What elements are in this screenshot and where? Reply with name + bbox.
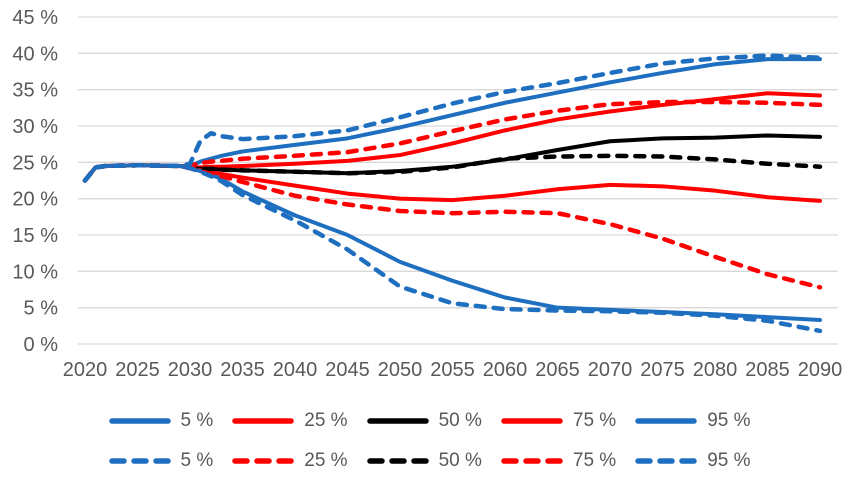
- legend-item-solid-25%: 25 %: [231, 410, 348, 432]
- y-tick-label: 45 %: [12, 7, 58, 29]
- legend-item-dashed-25%: 25 %: [231, 450, 348, 472]
- x-tick-label: 2045: [325, 359, 370, 381]
- chart-plot-area: 0 % 5 % 10 % 15 % 20 % 25 % 30 % 35 % 40 % 45 % 20…: [12, 7, 843, 381]
- legend-item-dashed-95%: 95 %: [634, 450, 751, 472]
- legend-line-swatch: [108, 418, 171, 424]
- legend-item-dashed-50%: 50 %: [366, 450, 482, 472]
- y-tick-label: 20 %: [12, 189, 58, 211]
- y-tick-label: 5 %: [24, 298, 59, 320]
- y-tick-label: 30 %: [12, 116, 58, 138]
- x-tick-label: 2050: [378, 359, 423, 381]
- x-tick-label: 2055: [430, 359, 475, 381]
- series-line-5-pct-dashed: [82, 162, 823, 334]
- x-tick-label: 2035: [220, 359, 265, 381]
- legend-label: 75 %: [572, 410, 617, 431]
- legend-label: 50 %: [438, 450, 482, 471]
- legend-line-swatch: [232, 418, 294, 424]
- legend-line-swatch: [366, 418, 429, 424]
- x-tick-label: 2060: [483, 359, 528, 381]
- legend-row-dashed: 5 % 25 % 50 % 75 % 95 %: [0, 446, 858, 476]
- legend-item-solid-50%: 50 %: [366, 410, 482, 432]
- y-tick-label: 25 %: [12, 152, 58, 174]
- x-tick-label: 2030: [168, 359, 213, 381]
- y-tick-label: 35 %: [12, 80, 58, 102]
- legend-dashed-swatch: [108, 458, 171, 464]
- legend-label: 5 %: [180, 410, 214, 431]
- legend-label: 50 %: [438, 410, 482, 431]
- x-tick-label: 2025: [115, 359, 160, 381]
- y-tick-label: 0 %: [24, 334, 59, 356]
- legend-dashed-swatch: [366, 458, 429, 464]
- x-tick-label: 2065: [535, 359, 580, 381]
- series-line-25-pct-dashed: [82, 162, 823, 290]
- x-tick-label: 2075: [640, 359, 685, 381]
- x-tick-label: 2070: [588, 359, 633, 381]
- legend-label: 75 %: [572, 450, 617, 471]
- legend-row-solid: 5 % 25 % 50 % 75 % 95 %: [0, 406, 858, 436]
- legend-label: 25 %: [304, 450, 348, 471]
- x-tick-label: 2085: [745, 359, 790, 381]
- y-tick-label: 15 %: [12, 225, 58, 247]
- legend-line-swatch: [635, 418, 697, 424]
- legend-dashed-swatch: [635, 458, 697, 464]
- y-tick-label: 40 %: [12, 43, 58, 65]
- x-tick-label: 2040: [273, 359, 318, 381]
- legend-line-swatch: [501, 418, 563, 424]
- x-tick-label: 2090: [798, 359, 843, 381]
- legend-item-dashed-5%: 5 %: [108, 450, 214, 472]
- legend-item-dashed-75%: 75 %: [500, 450, 616, 472]
- legend-dashed-swatch: [501, 458, 563, 464]
- legend-label: 95 %: [707, 450, 751, 471]
- legend-item-solid-75%: 75 %: [500, 410, 616, 432]
- y-tick-label: 10 %: [12, 261, 58, 283]
- x-tick-label: 2020: [63, 359, 108, 381]
- legend-label: 95 %: [707, 410, 751, 431]
- legend-item-solid-95%: 95 %: [634, 410, 751, 432]
- legend-item-solid-5%: 5 %: [108, 410, 214, 432]
- legend-dashed-swatch: [232, 458, 294, 464]
- x-tick-label: 2080: [693, 359, 738, 381]
- legend-label: 5 %: [180, 450, 214, 471]
- legend-label: 25 %: [304, 410, 348, 431]
